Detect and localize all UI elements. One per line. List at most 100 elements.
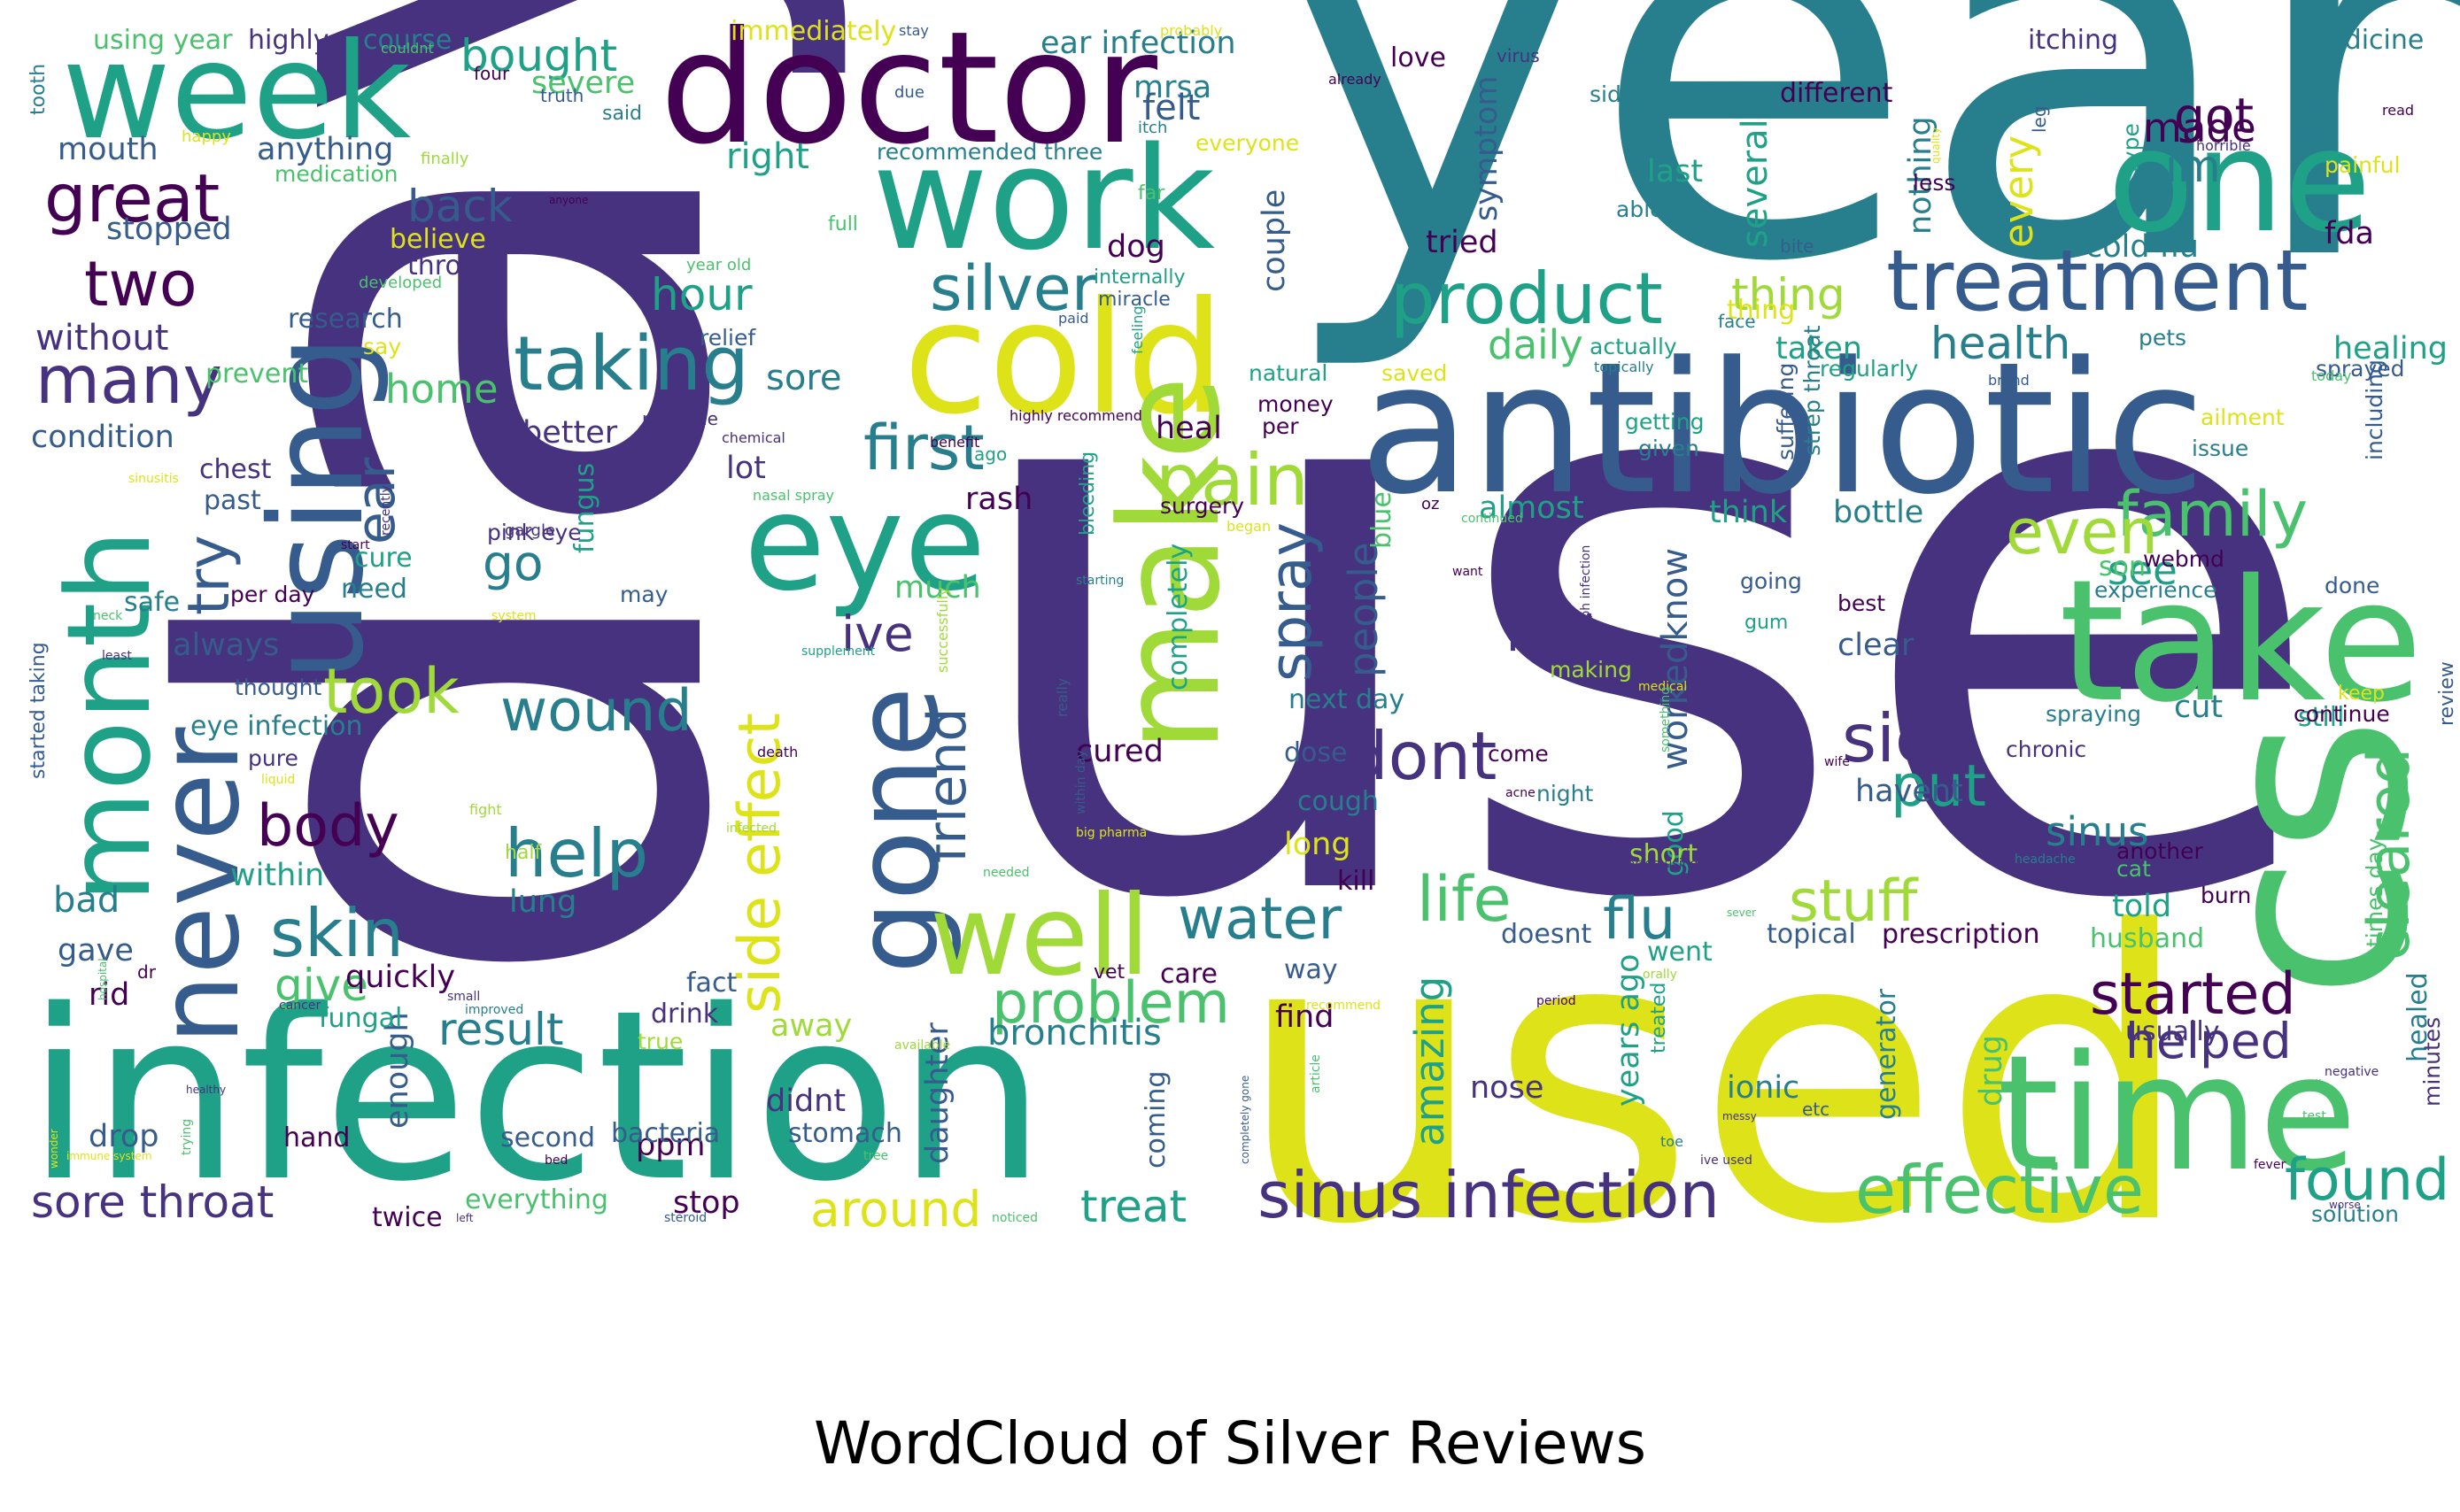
word-242: started taking — [27, 642, 50, 779]
word-117: felt — [1142, 88, 1201, 128]
word-278: ago — [974, 444, 1007, 465]
word-77: made — [2143, 104, 2256, 151]
word-169: using year — [93, 25, 233, 56]
word-216: spraying — [2046, 701, 2141, 727]
word-266: read — [2382, 102, 2414, 119]
word-309: small — [447, 990, 480, 1004]
word-122: tried — [1426, 225, 1498, 260]
word-199: natural — [1249, 360, 1327, 386]
word-232: suffering — [1773, 363, 1799, 460]
word-314: bed — [545, 1153, 568, 1168]
word-300: system — [491, 609, 537, 623]
word-74: back — [407, 181, 513, 232]
word-339: anyone — [549, 194, 588, 206]
word-139: next day — [1288, 684, 1404, 715]
word-259: leg — [2029, 105, 2050, 133]
word-312: trying — [180, 1119, 194, 1155]
word-206: given — [1638, 436, 1699, 461]
word-257: face — [1718, 311, 1756, 332]
word-98: drug — [1974, 1035, 2009, 1107]
word-282: staph infection — [1579, 545, 1593, 637]
word-155: daughter — [920, 1022, 955, 1164]
word-195: may — [620, 582, 669, 607]
word-212: experience — [2094, 577, 2217, 603]
word-334: period — [1536, 994, 1576, 1008]
word-51: helped — [2125, 1013, 2292, 1069]
word-292: big pharma — [1076, 826, 1147, 840]
word-214: still — [2298, 702, 2344, 733]
word-40: wound — [500, 678, 692, 744]
word-123: last — [1647, 154, 1703, 189]
word-93: bacteria — [611, 1118, 720, 1149]
word-203: actually — [1590, 334, 1677, 359]
word-17: gone — [830, 687, 964, 974]
word-121: symptom — [1469, 76, 1505, 222]
word-159: enough — [380, 1012, 415, 1129]
word-310: improved — [465, 1003, 523, 1017]
word-254: developed — [359, 274, 442, 292]
word-222: cat — [2116, 856, 2151, 882]
word-94: stop — [673, 1185, 740, 1221]
word-327: headache — [2015, 852, 2076, 867]
word-260: probably — [1160, 22, 1222, 39]
word-271: feeling — [1129, 305, 1146, 354]
word-281: continued — [1461, 512, 1523, 526]
word-323: toe — [1660, 1133, 1683, 1150]
word-75: got — [2174, 88, 2254, 144]
word-149: prescription — [1882, 919, 2039, 950]
word-82: condition — [31, 420, 174, 455]
word-192: thought — [235, 675, 322, 700]
word-277: benefit — [930, 434, 979, 451]
word-264: horrible — [2196, 137, 2251, 154]
word-306: hospital — [97, 958, 109, 1000]
word-6: antibiotic — [1359, 324, 2205, 535]
word-265: kid — [2302, 102, 2324, 119]
word-29: many — [35, 341, 222, 419]
word-108: quickly — [345, 960, 455, 995]
figure-title: WordCloud of Silver Reviews — [814, 1409, 1646, 1477]
word-131: believe — [390, 224, 486, 255]
word-279: nasal spray — [753, 487, 834, 504]
word-143: short — [1629, 839, 1698, 870]
word-136: heal — [1156, 411, 1222, 446]
word-61: ive — [841, 606, 914, 662]
word-137: better — [522, 415, 618, 451]
word-69: daily — [1488, 321, 1583, 368]
word-234: vet — [1094, 961, 1126, 984]
word-72: home — [385, 366, 499, 413]
word-102: away — [770, 1008, 852, 1044]
word-52: cleared — [2356, 748, 2423, 960]
word-317: noticed — [992, 1211, 1038, 1225]
word-25: silver — [930, 252, 1097, 325]
word-11: work — [872, 116, 1216, 282]
word-229: including — [2362, 359, 2387, 460]
word-103: rid — [89, 977, 129, 1013]
word-28: two — [84, 248, 197, 320]
word-218: webmd — [2143, 546, 2224, 572]
word-49: started — [2090, 961, 2296, 1028]
word-231: ailment — [2201, 405, 2285, 430]
word-124: nothing — [1903, 116, 1938, 235]
word-80: bought — [460, 30, 617, 81]
word-255: year old — [686, 256, 751, 274]
word-187: past — [204, 485, 261, 516]
word-126: fda — [2325, 216, 2374, 251]
word-235: tooth — [27, 64, 50, 115]
word-237: internally — [1094, 266, 1186, 289]
word-38: help — [505, 814, 648, 892]
word-39: body — [257, 793, 399, 860]
word-165: ear infection — [1040, 26, 1236, 61]
word-182: throat — [407, 251, 488, 282]
word-245: keep — [2338, 683, 2385, 705]
word-153: care — [1160, 959, 1218, 990]
word-249: four — [474, 63, 510, 84]
word-289: successfully — [934, 587, 951, 673]
word-267: today — [2311, 367, 2352, 384]
word-220: another — [2116, 838, 2203, 864]
word-225: minutes — [2419, 1017, 2445, 1107]
word-256: bite — [1780, 235, 1814, 257]
word-291: within day — [1074, 750, 1088, 814]
word-20: well — [930, 872, 1150, 1000]
word-200: money — [1257, 391, 1334, 417]
word-12: week — [62, 15, 411, 169]
